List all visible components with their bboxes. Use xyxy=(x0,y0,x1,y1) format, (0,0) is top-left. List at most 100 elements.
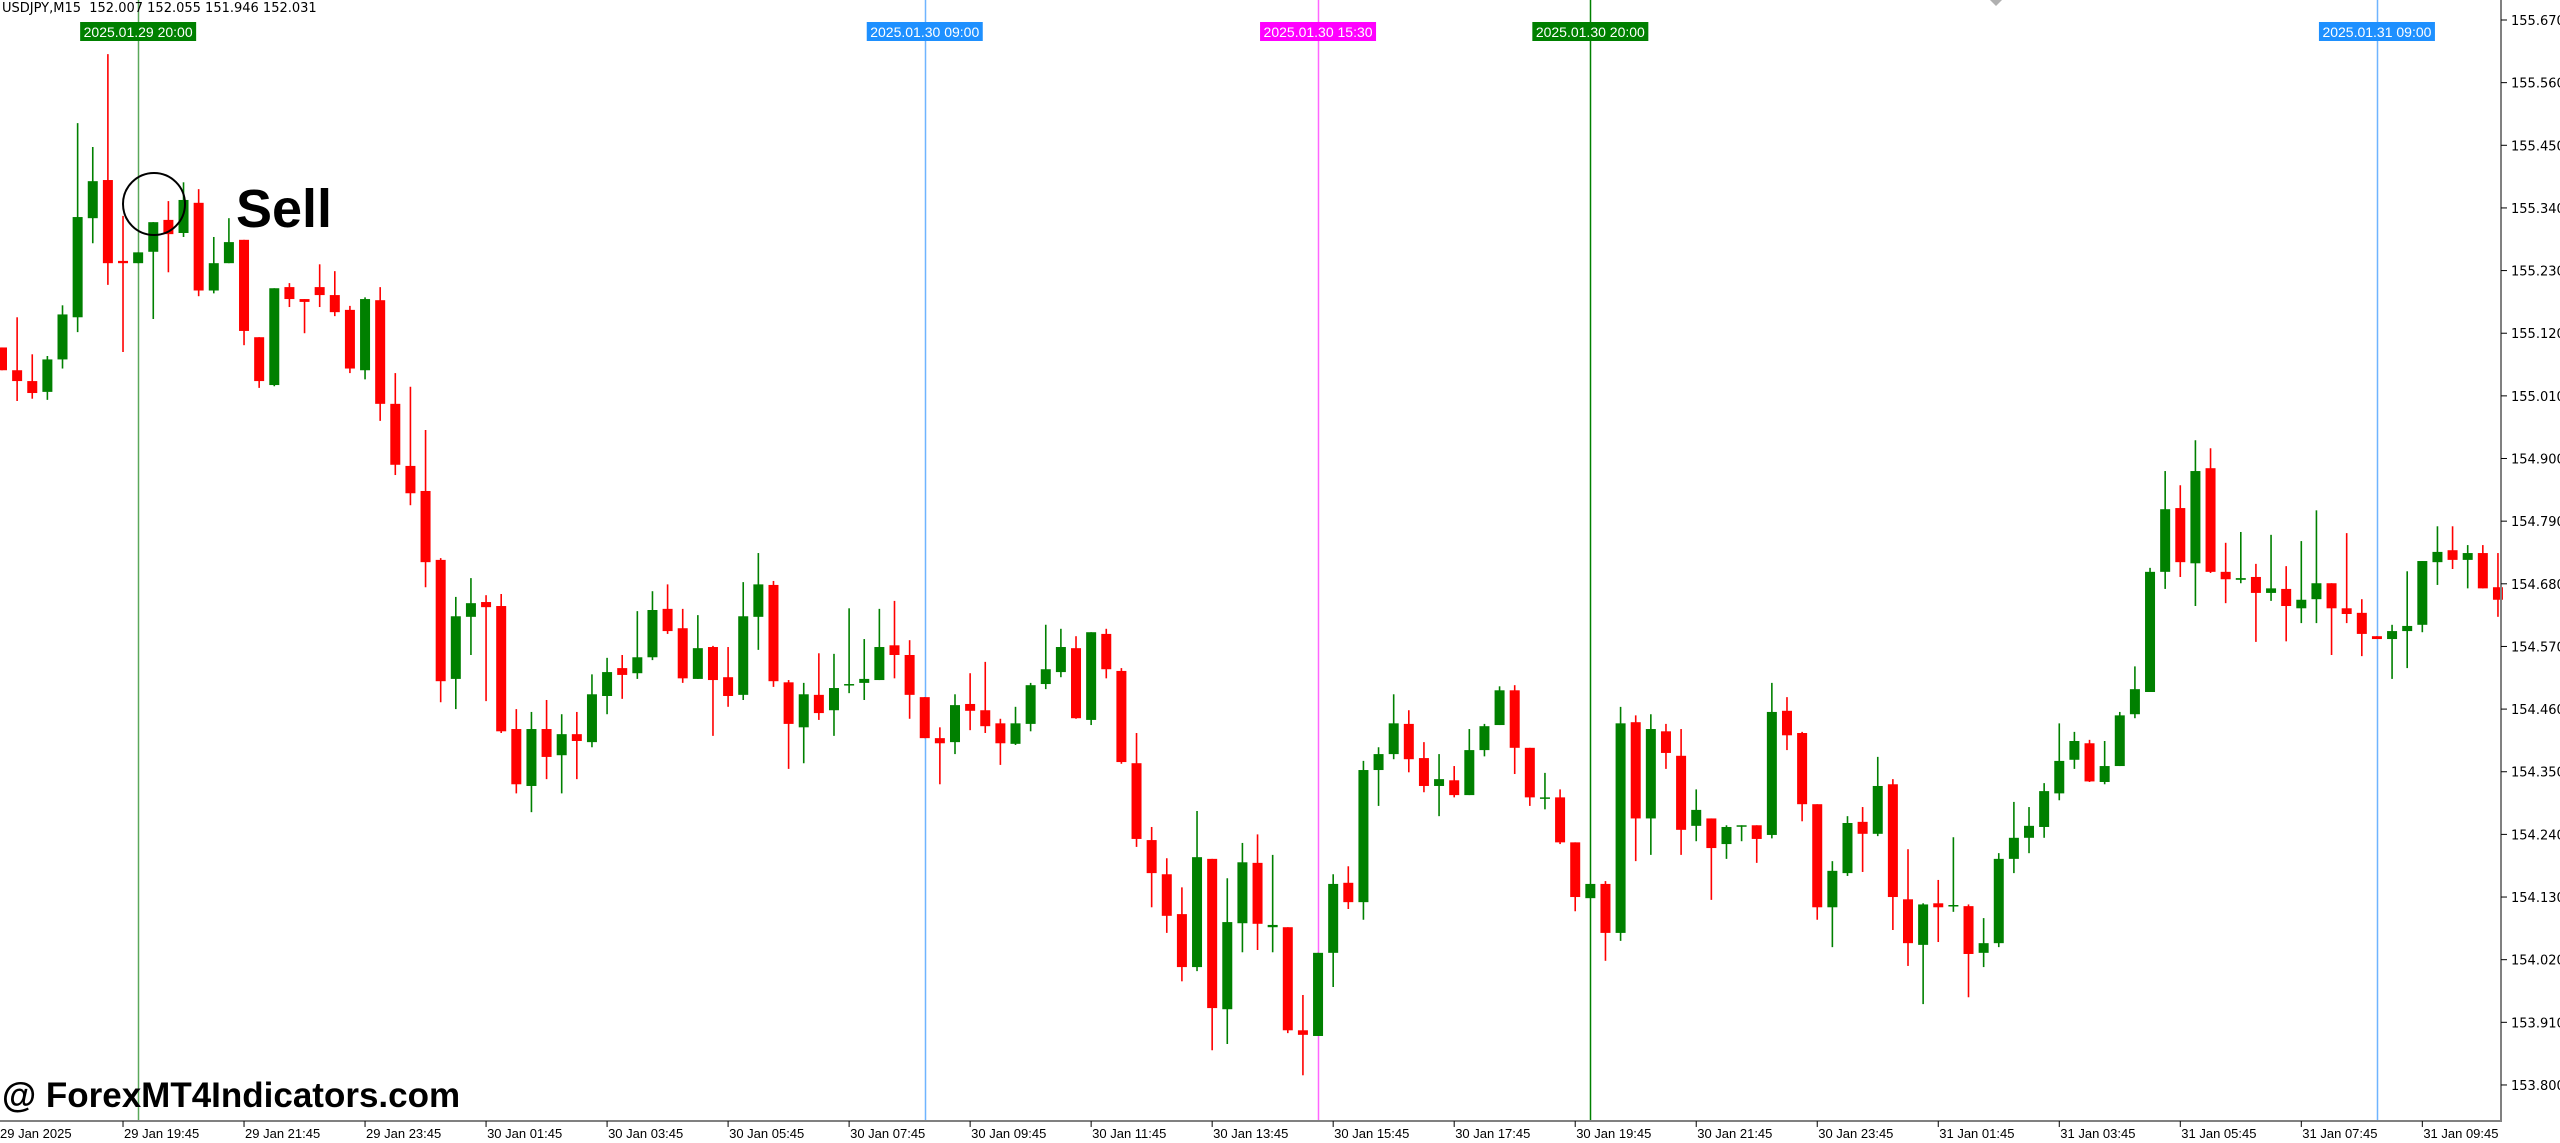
bearish-candle xyxy=(344,305,355,374)
candle-body xyxy=(1918,904,1929,945)
candle-body xyxy=(738,616,749,695)
bearish-candle xyxy=(2205,448,2216,573)
time-tick-label: 30 Jan 23:45 xyxy=(1818,1126,1893,1141)
candle-body xyxy=(223,242,234,264)
candle-body xyxy=(1524,747,1535,798)
candle-body xyxy=(2008,837,2019,859)
candle-body xyxy=(1297,1030,1308,1035)
candle-body xyxy=(2145,571,2156,693)
candle-body xyxy=(859,678,870,683)
price-tick-label: 154.570 xyxy=(2511,640,2560,655)
candle-body xyxy=(1403,723,1414,760)
candle-body xyxy=(102,180,113,264)
bearish-candle xyxy=(1207,858,1218,1051)
candle-body xyxy=(1857,821,1868,834)
bullish-candle xyxy=(2145,567,2156,693)
candle-body xyxy=(2160,509,2171,572)
candle-body xyxy=(133,252,144,264)
bearish-candle xyxy=(919,697,930,739)
bearish-candle xyxy=(420,430,431,588)
candle-body xyxy=(2462,553,2473,560)
bullish-candle xyxy=(2266,534,2277,601)
candle-body xyxy=(420,490,431,563)
marker-time-label: 2025.01.30 09:00 xyxy=(866,22,983,41)
bullish-candle xyxy=(526,711,537,813)
bearish-candle xyxy=(1570,842,1581,912)
marker-label-text: 2025.01.30 09:00 xyxy=(870,24,979,40)
sell-label: Sell xyxy=(236,179,333,239)
candle-body xyxy=(2356,612,2367,634)
candle-body xyxy=(2281,588,2292,607)
candle-body xyxy=(647,610,658,658)
bullish-candle xyxy=(2402,571,2413,669)
bearish-candle xyxy=(1403,710,1414,773)
candle-body xyxy=(1539,797,1550,799)
candle-body xyxy=(798,694,809,728)
candle-body xyxy=(1645,729,1656,819)
bearish-candle xyxy=(1676,729,1687,855)
candle-body xyxy=(1812,804,1823,908)
price-tick-label: 155.120 xyxy=(2511,327,2560,342)
candle-body xyxy=(2235,578,2246,580)
candle-body xyxy=(1827,870,1838,908)
candle-body xyxy=(1434,779,1445,786)
bullish-candle xyxy=(2008,801,2019,874)
bullish-candle xyxy=(844,608,855,694)
price-tick-label: 153.800 xyxy=(2511,1079,2560,1094)
bullish-candle xyxy=(1948,837,1959,912)
price-axis[interactable]: 155.670 155.560 155.450 155.340 155.230 155.1… xyxy=(2501,14,2560,1094)
marker-label-box xyxy=(1532,22,1649,41)
bullish-candle xyxy=(1313,952,1324,1036)
candle-body xyxy=(2129,689,2140,715)
candle-body xyxy=(2402,625,2413,632)
marker-label-box xyxy=(1260,22,1377,41)
bullish-candle xyxy=(2039,783,2050,838)
bearish-candle xyxy=(965,673,976,731)
scroll-shift-triangle[interactable] xyxy=(1990,0,2002,6)
time-tick-label: 30 Jan 19:45 xyxy=(1576,1126,1651,1141)
bearish-candle xyxy=(889,600,900,679)
candle-body xyxy=(1555,797,1566,843)
bearish-candle xyxy=(617,654,628,699)
candle-body xyxy=(1600,883,1611,933)
candle-body xyxy=(1176,914,1187,968)
candle-body xyxy=(1570,842,1581,898)
candle-body xyxy=(1131,763,1142,839)
candle-body xyxy=(1464,750,1475,796)
candle-body xyxy=(1509,690,1520,748)
bearish-candle xyxy=(1857,807,1868,872)
time-tick-label: 31 Jan 03:45 xyxy=(2060,1126,2135,1141)
time-axis[interactable]: 29 Jan 2025 29 Jan 19:45 29 Jan 21:45 29 Ja… xyxy=(0,1121,2499,1141)
candle-body xyxy=(2084,743,2095,782)
bearish-candle xyxy=(1781,697,1792,751)
bullish-candle xyxy=(1585,883,1596,899)
bullish-candle xyxy=(87,146,98,244)
candle-body xyxy=(1736,825,1747,827)
marker-time-label: 2025.01.31 09:00 xyxy=(2318,22,2435,41)
time-tick-label: 30 Jan 07:45 xyxy=(850,1126,925,1141)
bearish-candle xyxy=(375,287,386,421)
marker-label-box xyxy=(80,22,197,41)
candle-body xyxy=(405,465,416,494)
bullish-candle xyxy=(2054,723,2065,801)
candle-body xyxy=(1585,883,1596,899)
candles xyxy=(0,54,2503,1076)
candle-body xyxy=(1101,633,1112,670)
price-tick-label: 155.450 xyxy=(2511,139,2560,154)
candle-body xyxy=(1207,858,1218,1009)
bullish-candle xyxy=(1086,632,1097,726)
bullish-candle xyxy=(1691,789,1702,842)
candle-body xyxy=(314,287,325,296)
candle-body xyxy=(511,729,522,785)
time-tick-label: 31 Jan 05:45 xyxy=(2181,1126,2256,1141)
bullish-candle xyxy=(556,714,567,794)
candle-body xyxy=(1373,754,1384,771)
candle-body xyxy=(753,584,764,617)
bullish-candle xyxy=(828,653,839,736)
bearish-candle xyxy=(2281,566,2292,642)
bearish-candle xyxy=(511,709,522,794)
candle-body xyxy=(344,309,355,369)
bearish-candle xyxy=(254,337,265,388)
bearish-candle xyxy=(813,653,824,720)
